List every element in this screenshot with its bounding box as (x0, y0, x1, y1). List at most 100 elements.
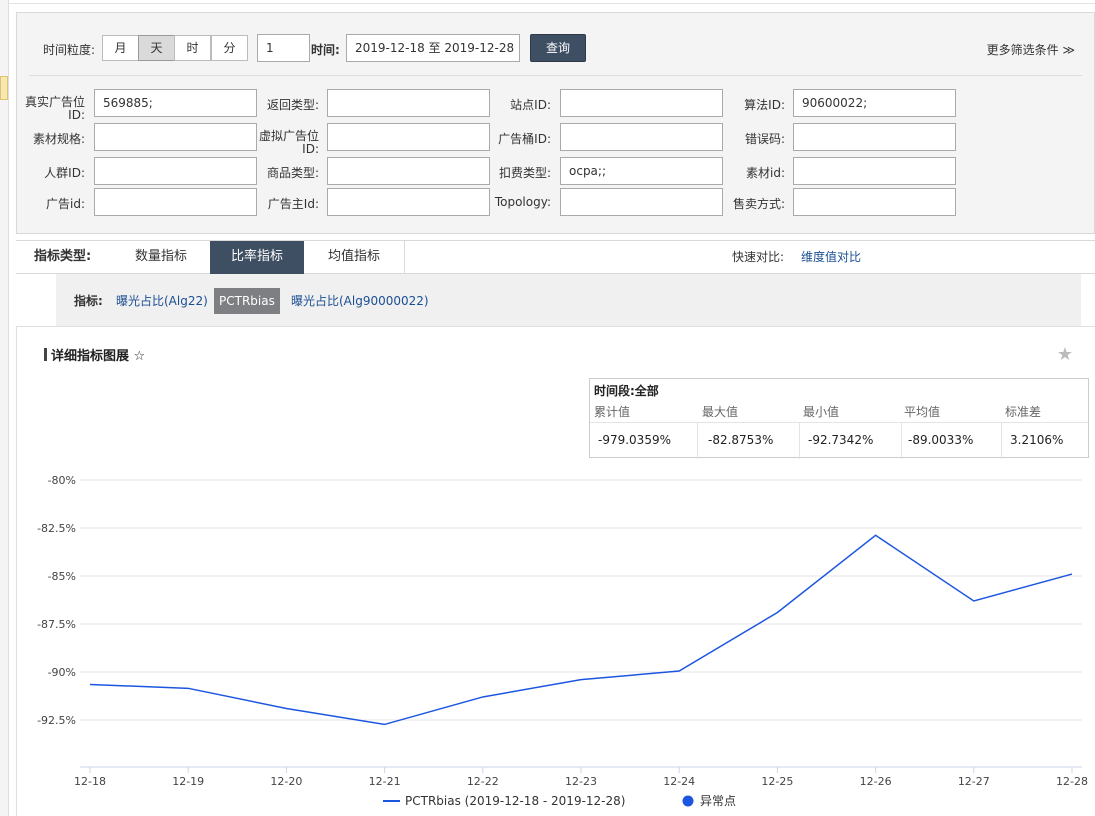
stats-period: 时间段:全部 (594, 384, 659, 398)
stats-table: 时间段:全部 累计值 最大值 最小值 平均值 标准差 -979.0359% -8… (589, 378, 1089, 459)
bucket-id-label: 广告桶ID: (498, 132, 551, 146)
material-spec-input[interactable] (94, 123, 257, 151)
x-tick-label: 12-27 (958, 775, 990, 788)
granularity-hour-button[interactable]: 时 (174, 35, 211, 61)
error-code-label: 错误码: (744, 132, 785, 146)
detail-chart-title: 详细指标图展 ☆ (44, 345, 145, 364)
stats-value-min: -92.7342% (808, 433, 874, 447)
product-type-input[interactable] (327, 157, 490, 185)
legend-series-label: PCTRbias (2019-12-18 - 2019-12-28) (405, 794, 625, 808)
metric-type-bar: 指标类型: 数量指标 比率指标 均值指标 快速对比: 维度值对比 (16, 240, 1095, 274)
x-tick-label: 12-28 (1056, 775, 1088, 788)
virtual-slot-id-label: 虚拟广告位ID: (258, 129, 319, 156)
stats-separator (697, 423, 698, 459)
y-tick-label: -82.5% (37, 522, 76, 535)
metric-label: 指标: (74, 294, 103, 308)
granularity-label: 时间粒度: (43, 43, 96, 57)
star-icon[interactable]: ★ (1056, 344, 1073, 365)
time-label: 时间: (311, 43, 340, 57)
sale-mode-label: 售卖方式: (732, 197, 785, 211)
crowd-id-label: 人群ID: (44, 166, 85, 180)
charge-type-input[interactable]: ocpa;; (560, 157, 723, 185)
virtual-slot-id-input[interactable] (327, 123, 490, 151)
material-spec-label: 素材规格: (32, 132, 85, 146)
filter-panel: 时间粒度: 月 天 时 分 1 时间: 2019-12-18 至 2019-12… (16, 12, 1095, 234)
tab-average-metrics[interactable]: 均值指标 (304, 241, 405, 274)
quick-compare-label: 快速对比: (732, 250, 785, 264)
product-type-label: 商品类型: (266, 166, 319, 180)
metric-selector-bar: 指标: 曝光占比(Alg22) PCTRbias 曝光占比(Alg9000002… (56, 274, 1081, 326)
tab-count-metrics[interactable]: 数量指标 (134, 249, 187, 264)
left-sidebar-edge (0, 0, 9, 816)
more-filters-label: 更多筛选条件 (986, 43, 1059, 57)
advertiser-id-label: 广告主Id: (267, 197, 319, 211)
stats-header-min: 最小值 (803, 405, 840, 419)
site-id-label: 站点ID: (510, 98, 551, 112)
error-code-input[interactable] (793, 123, 956, 151)
series-line (89, 534, 1073, 726)
stats-value-sum: -979.0359% (598, 433, 671, 447)
stats-value-max: -82.8753% (708, 433, 774, 447)
y-tick-label: -90% (48, 666, 76, 679)
y-tick-label: -92.5% (37, 714, 76, 727)
algo-id-label: 算法ID: (744, 98, 785, 112)
ad-id-label: 广告id: (46, 197, 85, 211)
granularity-day-button[interactable]: 天 (138, 35, 175, 61)
sale-mode-input[interactable] (793, 188, 956, 216)
granularity-minute-button[interactable]: 分 (211, 35, 248, 61)
count-input[interactable]: 1 (257, 34, 310, 62)
granularity-month-button[interactable]: 月 (102, 35, 139, 61)
stats-value-avg: -89.0033% (908, 433, 974, 447)
chart-panel-top-border (16, 326, 1095, 327)
x-tick-label: 12-26 (860, 775, 892, 788)
stats-separator (799, 423, 800, 459)
stats-header-avg: 平均值 (904, 405, 941, 419)
metric-type-label: 指标类型: (34, 249, 92, 264)
date-range-input[interactable]: 2019-12-18 至 2019-12-28 (346, 34, 520, 62)
y-tick-label: -80% (48, 474, 76, 487)
x-tick-label: 12-22 (467, 775, 499, 788)
algo-id-input[interactable]: 90600022; (793, 89, 956, 117)
advertiser-id-input[interactable] (327, 188, 490, 216)
tab-ratio-metrics[interactable]: 比率指标 (210, 241, 304, 274)
dimension-compare-link[interactable]: 维度值对比 (801, 250, 862, 264)
real-slot-id-input[interactable]: 569885; (94, 89, 257, 117)
line-chart: -80% -82.5% -85% -87.5% -90% -92.5% 12-18 12-19… (37, 474, 1088, 808)
material-id-input[interactable] (793, 157, 956, 185)
stats-header-max: 最大值 (702, 405, 739, 419)
stats-value-std: 3.2106% (1010, 433, 1064, 447)
top-border (8, 0, 1095, 4)
stats-header-std: 标准差 (1005, 405, 1042, 419)
x-tick-label: 12-20 (270, 775, 302, 788)
title-bar-icon (44, 348, 47, 361)
y-tick-label: -87.5% (37, 618, 76, 631)
ad-id-input[interactable] (94, 188, 257, 216)
more-filters-link[interactable]: 更多筛选条件 ≫ (987, 41, 1075, 58)
charge-type-label: 扣费类型: (498, 166, 551, 180)
metric-pctrbias[interactable]: PCTRbias (214, 288, 280, 314)
bucket-id-input[interactable] (560, 123, 723, 151)
x-tick-label: 12-23 (565, 775, 597, 788)
metric-exposure-alg90000022[interactable]: 曝光占比(Alg90000022) (291, 294, 429, 308)
stats-values-row: -979.0359% -82.8753% -92.7342% -89.0033%… (590, 422, 1088, 459)
real-slot-id-label: 真实广告位ID: (24, 95, 85, 122)
x-tick-label: 12-25 (761, 775, 793, 788)
legend-anomaly-label: 异常点 (700, 794, 736, 808)
y-tick-label: -85% (48, 570, 76, 583)
x-tick-label: 12-19 (172, 775, 204, 788)
stats-header-sum: 累计值 (594, 405, 631, 419)
site-id-input[interactable] (560, 89, 723, 117)
chart-panel-left-border (16, 326, 17, 816)
filter-divider (29, 75, 1082, 76)
crowd-id-input[interactable] (94, 157, 257, 185)
metric-exposure-alg22[interactable]: 曝光占比(Alg22) (116, 294, 208, 308)
sidebar-tab-marker[interactable] (0, 76, 8, 100)
x-tick-label: 12-18 (74, 775, 106, 788)
return-type-label: 返回类型: (266, 98, 319, 112)
x-tick-label: 12-21 (369, 775, 401, 788)
return-type-input[interactable] (327, 89, 490, 117)
query-button[interactable]: 查询 (530, 34, 586, 62)
topology-input[interactable] (560, 188, 723, 216)
x-tick-label: 12-24 (663, 775, 695, 788)
material-id-label: 素材id: (746, 166, 785, 180)
